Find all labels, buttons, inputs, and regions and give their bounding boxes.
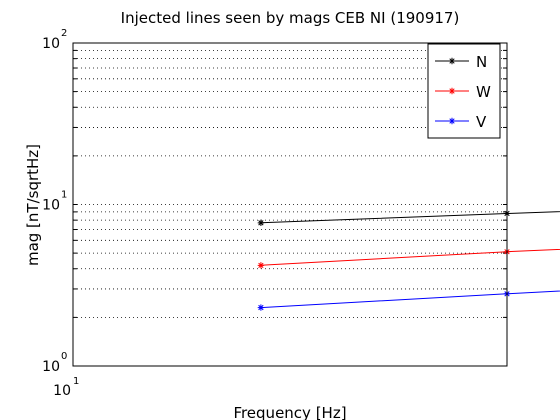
y-tick-label: 10: [42, 36, 60, 52]
y-tick-exponent: 2: [61, 28, 67, 39]
plot-area-frame: [72, 42, 508, 367]
legend-marker-n: [448, 57, 456, 65]
data-point-w: [257, 262, 265, 269]
x-tick-label: 10: [53, 383, 71, 399]
x-axis-label: Frequency [Hz]: [233, 404, 346, 420]
tick-labels: 101102100101102: [42, 28, 79, 399]
x-tick-exponent: 1: [73, 376, 79, 387]
chart-title: Injected lines seen by mags CEB NI (1909…: [121, 9, 460, 27]
legend-entries: NWV: [435, 53, 491, 131]
legend-marker-w: [448, 87, 456, 95]
legend-label-v: V: [476, 113, 487, 131]
data-point-v: [257, 304, 265, 311]
y-tick-label: 10: [42, 198, 60, 214]
y-tick-label: 10: [42, 359, 60, 375]
minor-ticks: [73, 49, 507, 318]
y-tick-exponent: 0: [61, 351, 67, 362]
y-tick-exponent: 1: [61, 190, 67, 201]
y-axis-label: mag [nT/sqrtHz]: [24, 144, 42, 266]
legend-marker-v: [448, 117, 456, 125]
legend-label-w: W: [476, 83, 491, 101]
data-point-n: [257, 219, 265, 227]
legend-label-n: N: [476, 53, 487, 71]
grid: [73, 49, 507, 318]
legend: NWV: [427, 43, 501, 139]
